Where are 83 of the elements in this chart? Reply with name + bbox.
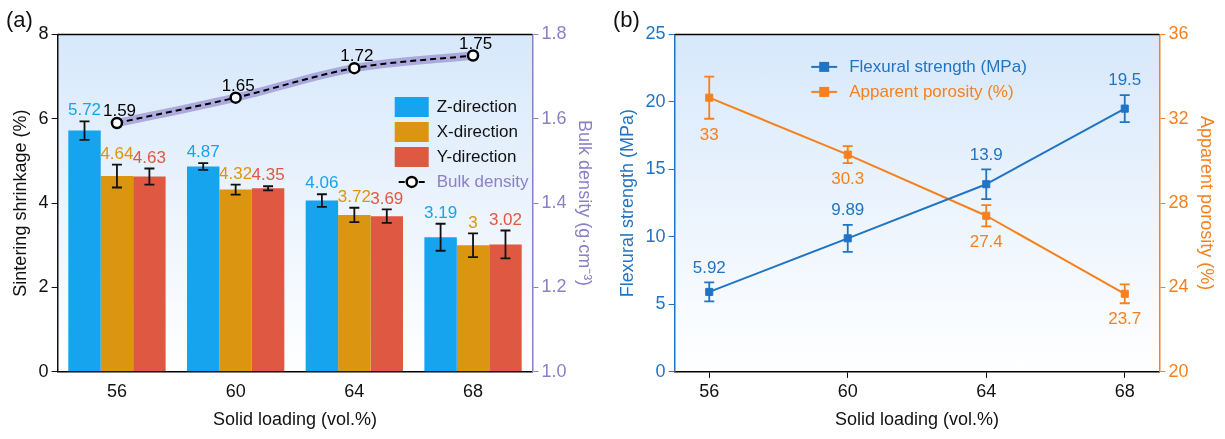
y2-tick-label: 1.0: [541, 360, 567, 381]
x-tick-label: 60: [837, 380, 858, 401]
y-tick-label: 6: [38, 107, 49, 128]
y2-tick-label: 1.6: [541, 107, 567, 128]
data-label: 30.3: [831, 169, 865, 189]
y2-axis-title: Bulk density (g·cm⁻³): [575, 120, 596, 287]
data-label: 3.69: [370, 188, 404, 208]
legend-label: Y-direction: [436, 146, 517, 166]
data-label: 9.89: [831, 200, 865, 220]
bar: [68, 130, 101, 372]
legend-label: Z-direction: [436, 96, 518, 116]
bar: [370, 216, 403, 372]
y-tick-label: 0: [38, 360, 49, 381]
legend-label: X-direction: [436, 121, 518, 141]
chart-title: (a): [6, 7, 33, 33]
data-label: 3.02: [488, 209, 523, 229]
data-label: 5.72: [67, 100, 102, 120]
y-tick-label: 15: [645, 158, 666, 179]
y-tick-label: 0: [655, 360, 666, 381]
y-tick-label: 20: [645, 90, 666, 111]
y2-axis-title: Apparent porosity (%): [1197, 116, 1218, 291]
y2-tick-label: 32: [1168, 107, 1189, 128]
x-tick-label: 64: [976, 380, 997, 401]
point: [348, 61, 361, 75]
data-label: 4.35: [251, 165, 285, 185]
y2-tick-label: 1.2: [541, 276, 567, 297]
data-label: 27.4: [969, 232, 1003, 252]
y2-tick-label: 20: [1168, 360, 1189, 381]
x-axis-title: Solid loading (vol.%): [834, 409, 1000, 430]
data-label: 19.5: [1108, 70, 1142, 90]
y-tick-label: 8: [38, 23, 49, 44]
data-label: 3.72: [337, 186, 371, 206]
y-axis-title: Sintering shrinkage (%): [9, 109, 30, 297]
data-label: 5.92: [692, 257, 726, 277]
x-tick-label: 64: [344, 380, 365, 401]
y-tick-label: 10: [645, 225, 666, 246]
data-label: 33: [699, 124, 719, 144]
y2-tick-label: 1.8: [541, 23, 567, 44]
legend-label: Flexural strength (MPa): [849, 56, 1027, 76]
y-tick-label: 2: [38, 276, 49, 297]
bar: [305, 200, 339, 372]
x-tick-label: 56: [106, 380, 127, 401]
chart-title: (b): [613, 7, 640, 33]
y-tick-label: 5: [655, 293, 666, 314]
x-tick-label: 68: [1114, 380, 1135, 401]
y2-tick-label: 1.4: [541, 192, 567, 213]
bar: [133, 176, 166, 372]
legend-label: Apparent porosity (%): [849, 81, 1014, 101]
bar: [424, 237, 457, 372]
bar: [219, 189, 252, 372]
bar: [338, 214, 371, 372]
y-tick-label: 4: [38, 192, 49, 213]
y2-tick-label: 28: [1168, 192, 1189, 213]
y-axis-title: Flexural strength (MPa): [616, 109, 637, 298]
data-label: 4.06: [305, 173, 339, 193]
x-tick-label: 56: [699, 380, 720, 401]
data-label: 4.63: [132, 147, 166, 167]
data-label: 3: [468, 212, 478, 232]
legend-label: Bulk density: [436, 171, 529, 191]
point: [466, 49, 480, 62]
bar: [100, 176, 134, 372]
point: [110, 116, 124, 130]
data-label: 1.65: [221, 75, 255, 95]
data-label: 4.32: [219, 163, 253, 183]
data-label: 4.64: [100, 143, 134, 163]
x-axis-title: Solid loading (vol.%): [212, 409, 378, 430]
data-label: 4.87: [186, 142, 220, 162]
y-tick-label: 25: [645, 23, 666, 44]
y2-tick-label: 36: [1168, 23, 1189, 44]
data-label: 1.59: [102, 101, 137, 121]
bar: [489, 244, 522, 372]
bar: [251, 188, 285, 372]
data-label: 3.19: [424, 202, 458, 222]
data-label: 1.75: [459, 33, 493, 53]
data-label: 13.9: [969, 144, 1003, 164]
data-label: 1.72: [340, 46, 374, 66]
x-tick-label: 60: [225, 380, 246, 401]
data-label: 23.7: [1108, 309, 1142, 329]
point: [229, 91, 242, 104]
x-tick-label: 68: [463, 380, 484, 401]
bar: [186, 166, 220, 372]
bar: [456, 245, 490, 372]
y2-tick-label: 24: [1168, 276, 1189, 297]
